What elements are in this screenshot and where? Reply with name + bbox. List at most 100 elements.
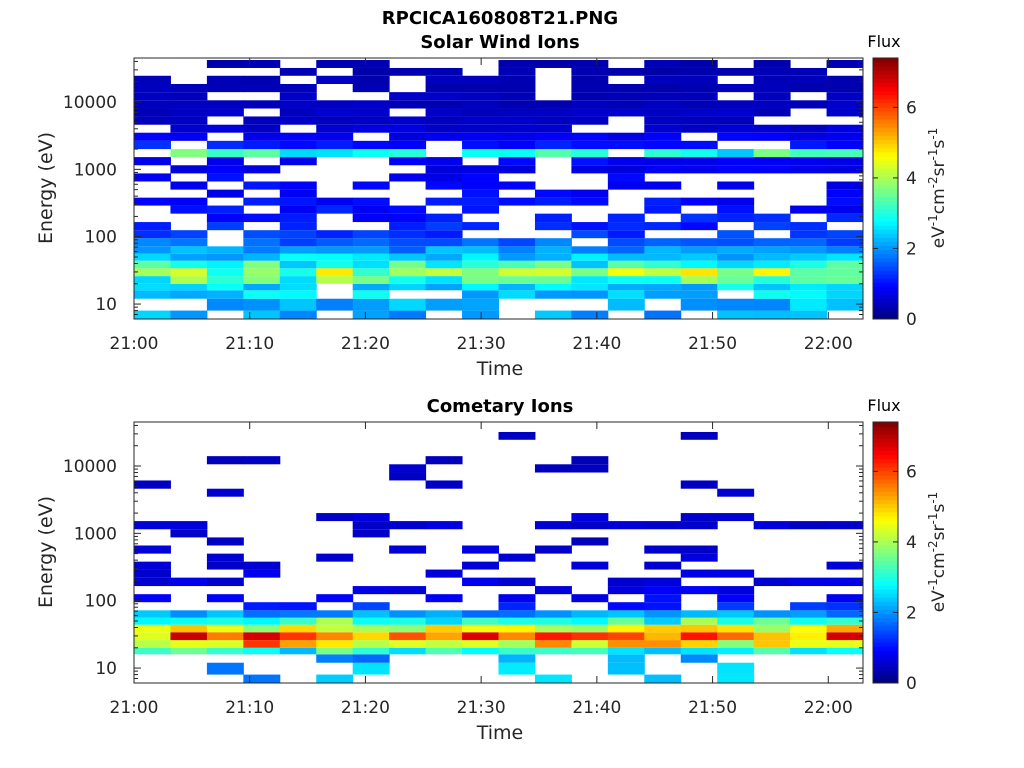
- heatmap-cell: [279, 276, 317, 284]
- heatmap-cell: [243, 181, 281, 190]
- heatmap-cell: [826, 624, 864, 633]
- colorbar-segment: [873, 601, 898, 607]
- heatmap-cell: [534, 521, 572, 530]
- heatmap-cell: [425, 569, 463, 578]
- heatmap-cell: [352, 230, 390, 239]
- colorbar-segment: [873, 212, 898, 218]
- heatmap-cell: [826, 602, 864, 611]
- colorbar-segment: [873, 237, 898, 243]
- heatmap-cell: [462, 268, 499, 277]
- colorbar-segment: [873, 241, 898, 247]
- colorbar-segment: [873, 597, 898, 602]
- heatmap-cell: [680, 290, 718, 299]
- heatmap-cell: [316, 60, 354, 68]
- heatmap-cell: [607, 640, 645, 648]
- heatmap-cell: [571, 283, 609, 291]
- colorbar-segment: [873, 593, 898, 598]
- heatmap-cell: [170, 577, 208, 587]
- heatmap-cell: [170, 632, 208, 641]
- heatmap-cell: [790, 75, 828, 84]
- colorbar-segment: [873, 184, 898, 189]
- heatmap-cell: [352, 100, 390, 109]
- heatmap-cell: [425, 253, 463, 261]
- heatmap-cell: [425, 67, 463, 76]
- heatmap-cell: [498, 276, 536, 284]
- heatmap-cell: [243, 456, 281, 465]
- heatmap-cell: [134, 545, 171, 554]
- colorbar-segment: [873, 646, 898, 651]
- heatmap-cell: [316, 654, 354, 663]
- heatmap-cell: [316, 205, 354, 214]
- colorbar-segment: [873, 589, 898, 594]
- heatmap-cell: [134, 116, 171, 125]
- heatmap-cell: [644, 521, 682, 530]
- colorbar-segment: [873, 528, 898, 533]
- heatmap-cell: [717, 640, 755, 648]
- heatmap-cell: [170, 610, 208, 618]
- heatmap-cell: [534, 632, 572, 641]
- heatmap-cell: [607, 67, 645, 76]
- heatmap-cell: [534, 149, 572, 158]
- heatmap-cell: [826, 632, 864, 641]
- heatmap-cell: [425, 260, 463, 269]
- heatmap-cell: [753, 521, 791, 530]
- heatmap-cell: [717, 283, 755, 291]
- heatmap-cell: [389, 116, 427, 125]
- heatmap-cell: [571, 165, 609, 174]
- heatmap-cell: [316, 197, 354, 206]
- heatmap-cell: [680, 84, 718, 93]
- heatmap-cell: [826, 594, 864, 603]
- heatmap-cell: [607, 108, 645, 117]
- heatmap-cell: [243, 100, 281, 109]
- heatmap-cell: [352, 268, 390, 277]
- heatmap-cell: [206, 617, 244, 625]
- heatmap-cell: [462, 189, 499, 198]
- heatmap-cell: [425, 230, 463, 239]
- heatmap-cell: [352, 75, 390, 84]
- heatmap-cell: [680, 569, 718, 578]
- heatmap-cell: [462, 84, 499, 93]
- heatmap-cell: [279, 260, 317, 269]
- heatmap-cell: [279, 100, 317, 109]
- heatmap-cell: [498, 431, 536, 440]
- heatmap-cell: [790, 140, 828, 150]
- colorbar-segment: [873, 666, 898, 672]
- heatmap-cell: [206, 84, 244, 93]
- heatmap-cell: [790, 647, 828, 655]
- heatmap-cell: [462, 181, 499, 190]
- heatmap-cell: [790, 268, 828, 277]
- heatmap-cell: [352, 654, 390, 663]
- heatmap-cell: [462, 561, 499, 570]
- heatmap-cell: [279, 149, 317, 158]
- heatmap-cell: [607, 268, 645, 277]
- colorbar-segment: [873, 462, 898, 468]
- colorbar-segment: [873, 102, 898, 108]
- heatmap-cell: [498, 662, 536, 675]
- heatmap-cell: [206, 75, 244, 84]
- heatmap-cell: [316, 553, 354, 562]
- figure-title: RPCICA160808T21.PNG: [382, 8, 618, 29]
- colorbar-segment: [873, 638, 898, 643]
- colorbar-segment: [873, 127, 898, 132]
- heatmap-cell: [644, 92, 682, 101]
- heatmap-cell: [571, 189, 609, 198]
- heatmap-cell: [644, 260, 682, 269]
- heatmap-cell: [389, 100, 427, 109]
- heatmap-cell: [316, 238, 354, 247]
- heatmap-cell: [644, 674, 682, 683]
- heatmap-cell: [607, 140, 645, 150]
- heatmap-cell: [134, 610, 171, 618]
- heatmap-cell: [607, 602, 645, 611]
- heatmap-cell: [571, 246, 609, 254]
- colorbar-segment: [873, 540, 898, 545]
- heatmap-cell: [826, 213, 864, 223]
- heatmap-cell: [170, 181, 208, 190]
- heatmap-cell: [498, 246, 536, 254]
- colorbar-segment: [873, 151, 898, 157]
- heatmap-cell: [753, 132, 791, 141]
- heatmap-cell: [243, 75, 281, 84]
- heatmap-cell: [826, 647, 864, 655]
- colorbar-segment: [873, 176, 898, 181]
- heatmap-cell: [206, 140, 244, 150]
- heatmap-cell: [352, 610, 390, 618]
